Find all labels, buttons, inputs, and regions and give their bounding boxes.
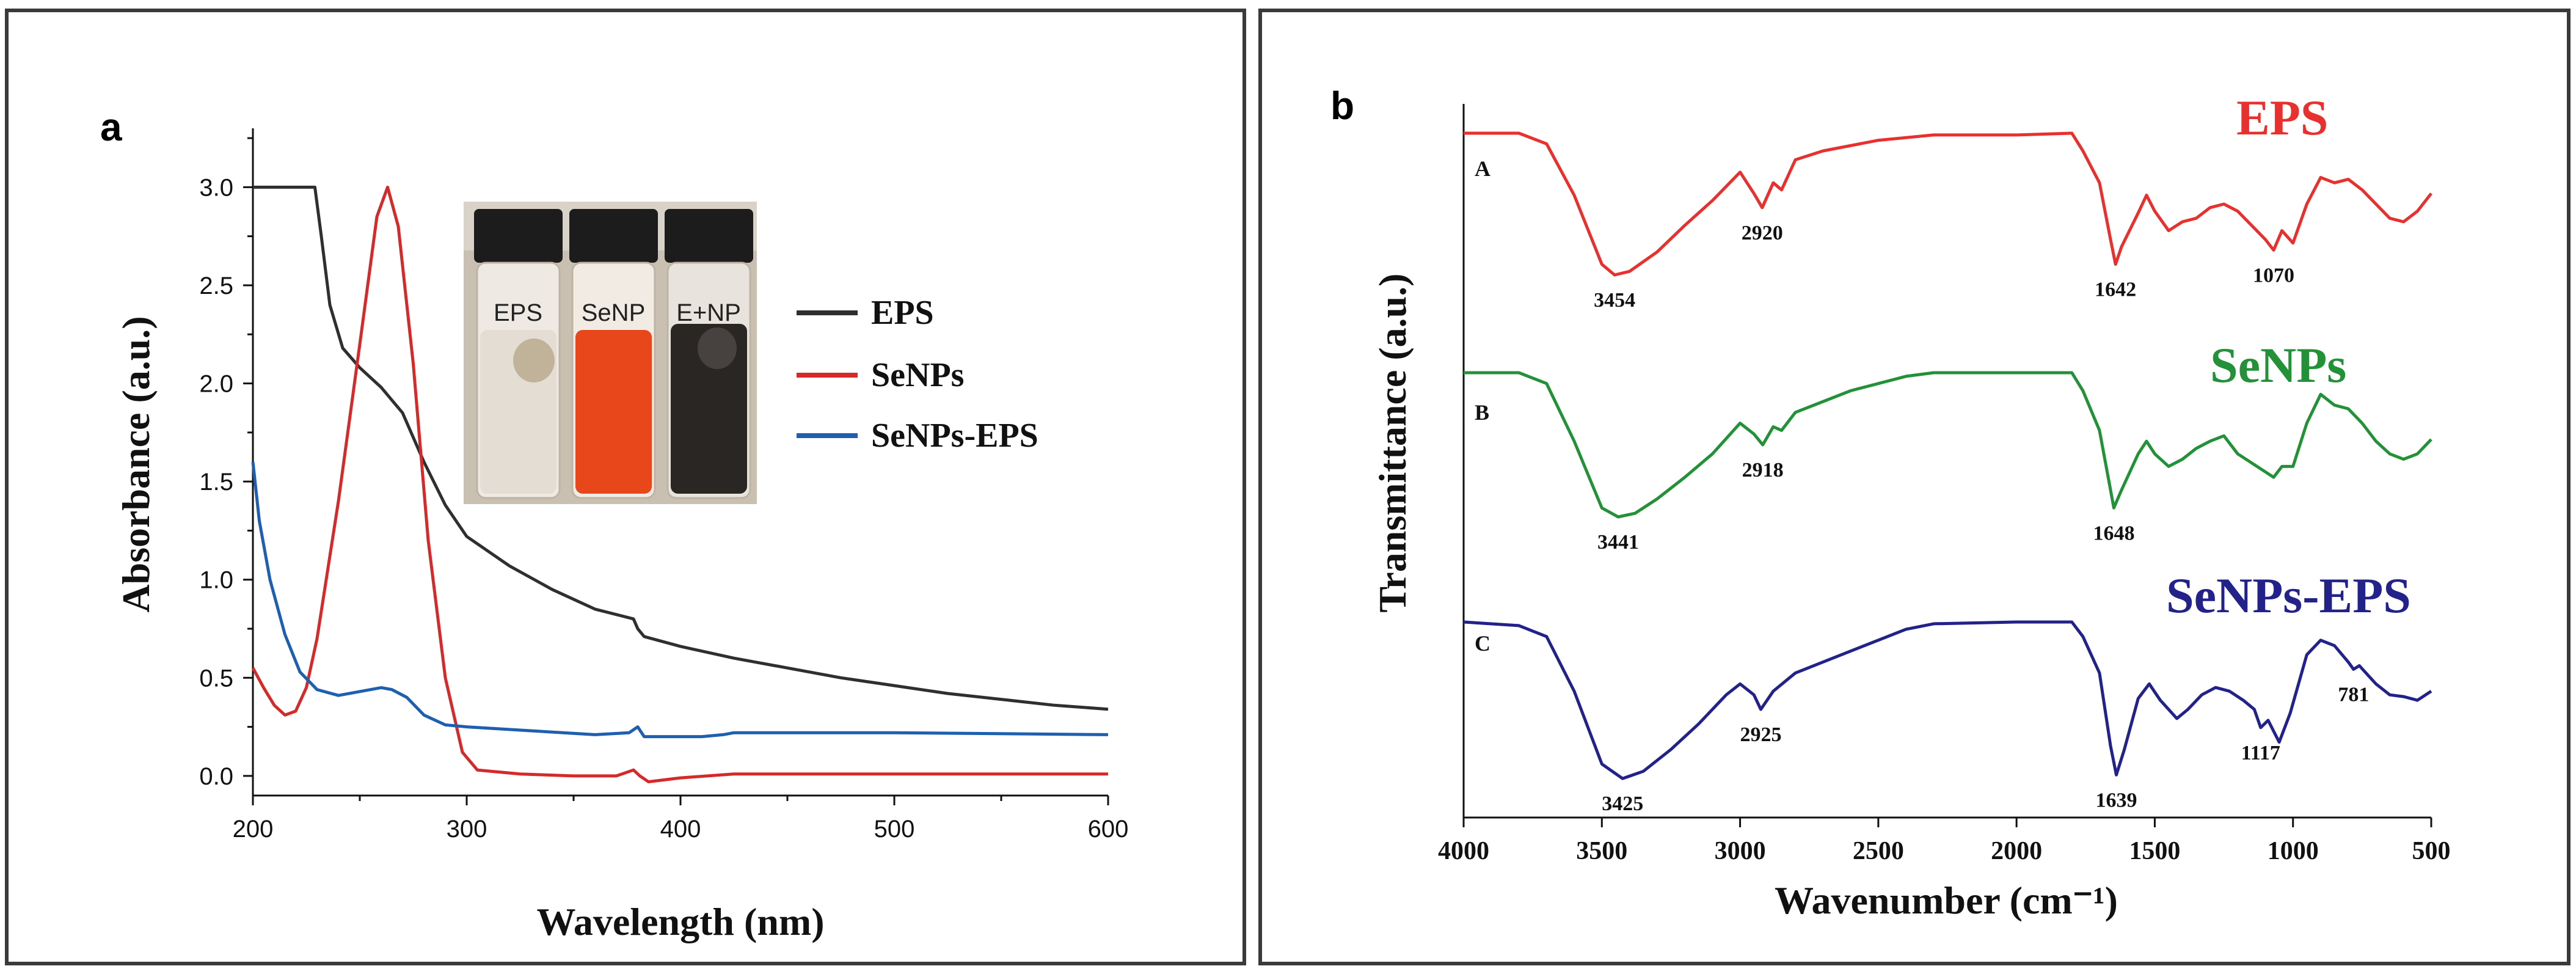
x-axis-ticks: 200 300 400 500 600 (233, 796, 1129, 843)
ftir-trace-senps-eps (1463, 620, 2432, 780)
legend: EPS SeNPs SeNPs-EPS (797, 294, 1038, 455)
peak-label: 2918 (1742, 459, 1784, 481)
peak-label: 3425 (1602, 792, 1643, 815)
x-tick-label: 1500 (2129, 837, 2180, 865)
x-tick-label: 500 (874, 816, 915, 843)
panel-a-uv-vis: a 200 300 400 500 600 0.0 0.5 1.0 1.5 2.0 2.5 3.0 … (5, 9, 1246, 965)
x-tick-label: 4000 (1438, 837, 1489, 865)
vial-cap-enp (665, 209, 753, 263)
peak-label: 2920 (1742, 222, 1783, 244)
ftir-trace-eps (1464, 131, 2432, 277)
peak-label: 781 (2338, 683, 2369, 706)
trace-letter-a: A (1475, 156, 1491, 181)
panel-label-b: b (1330, 84, 1354, 128)
vial-cap-eps (474, 209, 563, 263)
y-axis-title: Transmittance (a.u.) (1371, 273, 1414, 612)
uv-vis-chart: a 200 300 400 500 600 0.00.51.01.52.02.53.0 … (100, 105, 1129, 943)
peak-label: 1642 (2095, 279, 2136, 301)
series-line-senps-eps (251, 461, 1109, 739)
y-tick-label: 0.0 (199, 763, 233, 790)
vial-label-sticker (698, 327, 737, 369)
y-axis-title: Absorbance (a.u.) (114, 316, 158, 612)
vial-cap-senp (569, 209, 658, 263)
series-title-senps: SeNPs (2210, 337, 2346, 393)
y-tick-label: 3.0 (199, 174, 233, 201)
series-group (251, 185, 1109, 783)
peak-label: 1070 (2253, 264, 2294, 287)
x-tick-label: 2000 (1991, 837, 2042, 865)
y-tick-label: 0.5 (199, 665, 233, 692)
peak-label: 3441 (1597, 531, 1639, 554)
vial-label-enp: E+NP (676, 299, 741, 326)
vial-liquid-enp (671, 324, 747, 494)
legend-label-senps: SeNPs (871, 356, 964, 394)
legend-label-senps-eps: SeNPs-EPS (871, 417, 1038, 455)
x-axis-ticks: 4000 3500 3000 2500 2000 1500 1000 500 (1438, 818, 2451, 865)
x-tick-label: 1000 (2268, 837, 2319, 865)
x-tick-label: 200 (233, 816, 274, 843)
x-tick-label: 400 (660, 816, 701, 843)
series-group (1463, 131, 2432, 780)
peak-labels: 3454 2920 1642 1070 3441 2918 1648 3425 2925 1639… (1594, 222, 2369, 815)
series-title-senps-eps: SeNPs-EPS (2166, 568, 2411, 623)
ftir-trace-senps (1464, 371, 2432, 519)
x-tick-label: 300 (447, 816, 487, 843)
peak-label: 1648 (2093, 522, 2134, 544)
peak-label: 1117 (2241, 742, 2280, 764)
y-tick-label: 1.5 (199, 469, 233, 496)
ftir-chart: b 4000 3500 3000 2500 2000 1500 1000 500 Wavenu… (1330, 84, 2451, 922)
y-axis-ticks: 0.0 0.5 1.0 1.5 2.0 2.5 3.0 (199, 137, 253, 790)
x-tick-label: 600 (1088, 816, 1129, 843)
x-tick-label: 500 (2412, 837, 2451, 865)
y-tick-label: 2.0 (199, 371, 233, 398)
peak-label: 1639 (2096, 789, 2137, 811)
vial-liquid-senp (575, 330, 652, 494)
panel-b-ftir: b 4000 3500 3000 2500 2000 1500 1000 500 Wavenu… (1258, 9, 2571, 965)
x-tick-label: 2500 (1853, 837, 1904, 865)
series-line-eps (253, 185, 1109, 711)
y-tick-label: 2.5 (199, 273, 233, 299)
legend-label-eps: EPS (871, 294, 934, 332)
vial-label-senp: SeNP (582, 299, 646, 326)
vial-photo-inset: EPS SeNP E+NP (464, 202, 757, 504)
peak-label: 2925 (1740, 723, 1782, 746)
vial-label-eps: EPS (494, 299, 542, 326)
peak-label: 3454 (1594, 289, 1635, 312)
x-tick-label: 3500 (1576, 837, 1627, 865)
x-axis-title: Wavelength (nm) (536, 900, 824, 943)
trace-letter-c: C (1475, 631, 1491, 656)
vial-label-sticker (513, 338, 555, 382)
x-axis-title: Wavenumber (cm⁻¹) (1775, 879, 2118, 922)
y-tick-label: 1.0 (199, 567, 233, 594)
panel-label-a: a (100, 105, 122, 149)
series-title-eps: EPS (2236, 90, 2328, 145)
x-tick-label: 3000 (1715, 837, 1766, 865)
series-line-senps (251, 185, 1108, 783)
trace-letter-b: B (1475, 400, 1489, 425)
